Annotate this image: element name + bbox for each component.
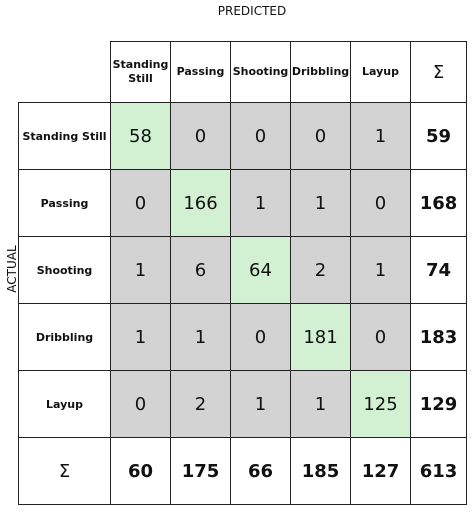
matrix-row: Layup 0 2 1 1 125 129 bbox=[18, 370, 467, 438]
matrix-cell: 2 bbox=[290, 236, 351, 304]
row-total: 74 bbox=[410, 236, 467, 304]
row-header: Layup bbox=[18, 370, 111, 438]
matrix-cell: 1 bbox=[350, 236, 411, 304]
matrix-cell: 0 bbox=[110, 169, 171, 237]
matrix-cell: 0 bbox=[290, 102, 351, 170]
matrix-cell: 0 bbox=[230, 303, 291, 371]
matrix-row: Passing 0 166 1 1 0 168 bbox=[18, 169, 467, 237]
matrix-cell: 0 bbox=[230, 102, 291, 170]
row-header: Standing Still bbox=[18, 102, 111, 170]
y-axis-title: ACTUAL bbox=[5, 245, 19, 293]
confusion-matrix: Standing Still Passing Shooting Dribblin… bbox=[18, 41, 467, 505]
matrix-cell-correct: 181 bbox=[290, 303, 351, 371]
column-header: Dribbling bbox=[290, 41, 351, 103]
column-header: Layup bbox=[350, 41, 411, 103]
matrix-cell: 6 bbox=[170, 236, 231, 304]
matrix-cell: 1 bbox=[110, 303, 171, 371]
column-total: 175 bbox=[170, 437, 231, 505]
corner-cell bbox=[19, 42, 111, 103]
matrix-cell: 0 bbox=[350, 169, 411, 237]
matrix-cell: 1 bbox=[290, 169, 351, 237]
matrix-cell-correct: 125 bbox=[350, 370, 411, 438]
matrix-cell: 0 bbox=[170, 102, 231, 170]
matrix-cell-correct: 166 bbox=[170, 169, 231, 237]
header-row: Standing Still Passing Shooting Dribblin… bbox=[19, 41, 467, 103]
row-total: 183 bbox=[410, 303, 467, 371]
column-header: Passing bbox=[170, 41, 231, 103]
matrix-row: Dribbling 1 1 0 181 0 183 bbox=[18, 303, 467, 371]
matrix-cell: 1 bbox=[290, 370, 351, 438]
column-total: 60 bbox=[110, 437, 171, 505]
row-total: 129 bbox=[410, 370, 467, 438]
x-axis-title: PREDICTED bbox=[217, 4, 287, 18]
grand-total: 613 bbox=[410, 437, 467, 505]
matrix-row: Shooting 1 6 64 2 1 74 bbox=[18, 236, 467, 304]
matrix-cell: 1 bbox=[350, 102, 411, 170]
matrix-cell-correct: 58 bbox=[110, 102, 171, 170]
sum-row-header: Σ bbox=[18, 437, 111, 505]
row-header: Shooting bbox=[18, 236, 111, 304]
matrix-cell: 0 bbox=[110, 370, 171, 438]
matrix-cell: 1 bbox=[170, 303, 231, 371]
matrix-cell: 0 bbox=[350, 303, 411, 371]
matrix-cell: 2 bbox=[170, 370, 231, 438]
column-total: 127 bbox=[350, 437, 411, 505]
matrix-cell: 1 bbox=[110, 236, 171, 304]
column-total: 66 bbox=[230, 437, 291, 505]
sum-column-header: Σ bbox=[410, 41, 467, 103]
matrix-cell-correct: 64 bbox=[230, 236, 291, 304]
matrix-cell: 1 bbox=[230, 169, 291, 237]
matrix-row: Standing Still 58 0 0 0 1 59 bbox=[18, 102, 467, 170]
row-header: Passing bbox=[18, 169, 111, 237]
row-header: Dribbling bbox=[18, 303, 111, 371]
row-total: 168 bbox=[410, 169, 467, 237]
totals-row: Σ 60 175 66 185 127 613 bbox=[18, 437, 467, 505]
column-header: Shooting bbox=[230, 41, 291, 103]
column-total: 185 bbox=[290, 437, 351, 505]
row-total: 59 bbox=[410, 102, 467, 170]
column-header: Standing Still bbox=[110, 41, 171, 103]
matrix-cell: 1 bbox=[230, 370, 291, 438]
